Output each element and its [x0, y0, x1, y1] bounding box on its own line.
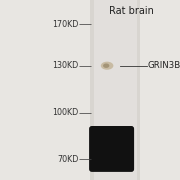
Text: 100KD: 100KD: [52, 108, 78, 117]
FancyBboxPatch shape: [89, 126, 134, 172]
Bar: [94, 165, 130, 169]
Ellipse shape: [101, 62, 113, 70]
Text: 70KD: 70KD: [57, 155, 78, 164]
Text: 170KD: 170KD: [52, 20, 78, 29]
Text: GRIN3B: GRIN3B: [148, 61, 180, 70]
Bar: [94, 0, 137, 180]
Text: 130KD: 130KD: [52, 61, 78, 70]
Ellipse shape: [103, 64, 109, 68]
Bar: [90, 0, 140, 180]
Text: Rat brain: Rat brain: [109, 6, 154, 16]
